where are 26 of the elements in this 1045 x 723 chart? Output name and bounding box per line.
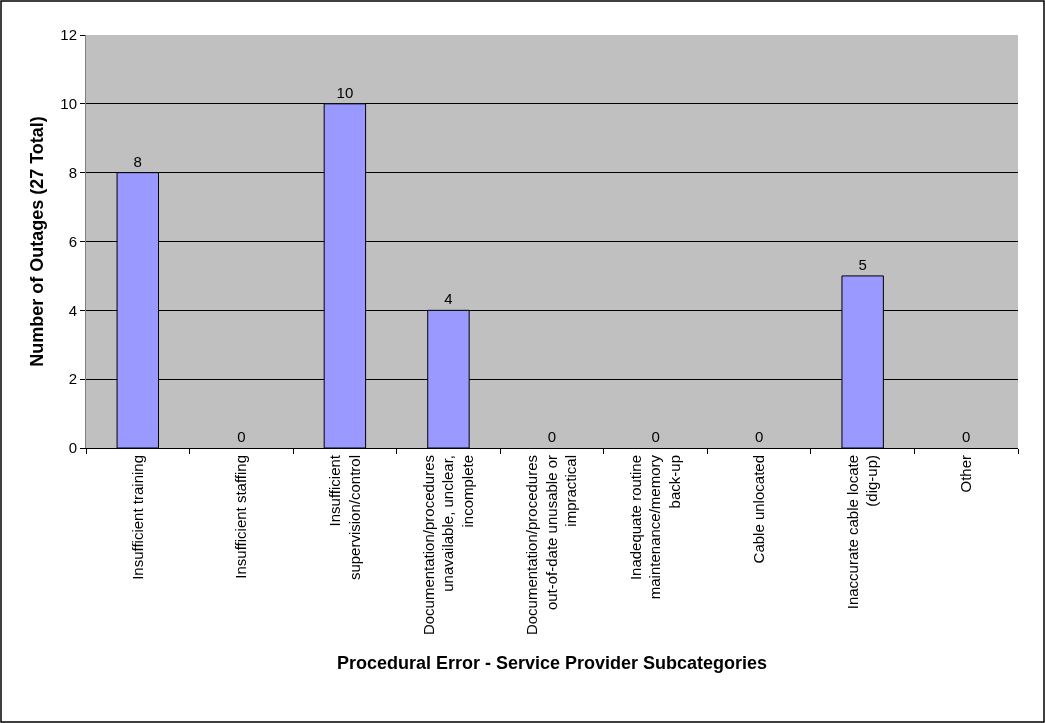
data-label: 5 (858, 255, 867, 273)
data-label: 4 (444, 290, 453, 308)
data-label: 10 (336, 83, 354, 101)
data-label: 0 (547, 428, 557, 445)
x-tick-label: Insufficient training (128, 455, 146, 580)
y-tick-label: 6 (68, 232, 77, 250)
y-tick-label: 2 (68, 370, 77, 388)
x-tick-label: Other (957, 455, 975, 493)
x-tick-label: Insufficient supervision/control (326, 454, 363, 581)
x-tick-label: Insufficient staffing (232, 455, 250, 579)
y-axis-title: Number of Outages (27 Total) (26, 116, 47, 367)
data-label: 0 (237, 428, 246, 445)
x-axis-title: Procedural Error - Service Provider Subcategories (336, 653, 768, 674)
x-tick-label: Inadequate routine maintenance/memory back-up (626, 454, 683, 600)
data-label: 0 (651, 428, 660, 445)
y-tick-label: 12 (60, 26, 77, 44)
data-label: 0 (962, 428, 971, 445)
data-label: 0 (754, 428, 764, 445)
y-tick-label: 10 (60, 95, 77, 113)
y-tick-label: 4 (68, 301, 77, 319)
y-tick-label: 0 (68, 439, 77, 457)
data-label: 8 (133, 152, 142, 170)
x-tick-label: Documentation/procedures unavailable, unclear, incomplete (419, 455, 476, 636)
x-tick-label: Inaccurate cable locate (dig-up) (843, 455, 881, 610)
x-tick-label: Cable unlocated (749, 455, 767, 564)
y-tick-label: 8 (68, 163, 77, 181)
